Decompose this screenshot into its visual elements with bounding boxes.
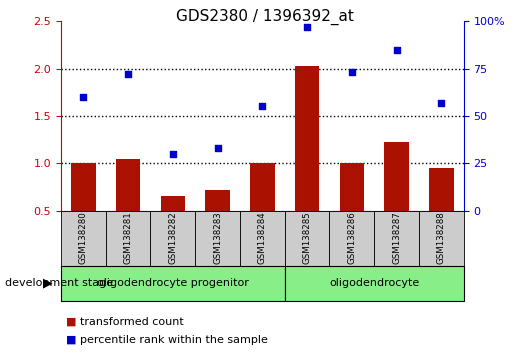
Text: GSM138288: GSM138288 bbox=[437, 212, 446, 264]
Text: GSM138282: GSM138282 bbox=[169, 212, 178, 264]
Bar bbox=[116, 159, 140, 211]
Text: oligodendrocyte: oligodendrocyte bbox=[329, 278, 419, 288]
Text: ■: ■ bbox=[66, 335, 77, 345]
Text: GSM138280: GSM138280 bbox=[79, 212, 88, 264]
Bar bbox=[250, 163, 275, 211]
Point bbox=[169, 151, 177, 156]
Text: GSM138287: GSM138287 bbox=[392, 212, 401, 264]
Point bbox=[124, 72, 132, 77]
Text: GDS2380 / 1396392_at: GDS2380 / 1396392_at bbox=[176, 9, 354, 25]
Point bbox=[214, 145, 222, 151]
Bar bbox=[384, 142, 409, 211]
Text: development stage: development stage bbox=[5, 278, 113, 288]
Text: ■: ■ bbox=[66, 317, 77, 327]
Bar bbox=[71, 163, 95, 211]
Bar bbox=[295, 66, 320, 211]
Point bbox=[258, 104, 267, 109]
Text: GSM138284: GSM138284 bbox=[258, 212, 267, 264]
Text: GSM138285: GSM138285 bbox=[303, 212, 312, 264]
Text: ▶: ▶ bbox=[43, 277, 52, 290]
Bar bbox=[429, 168, 454, 211]
Text: GSM138281: GSM138281 bbox=[123, 212, 132, 264]
Point bbox=[303, 24, 311, 30]
Text: oligodendrocyte progenitor: oligodendrocyte progenitor bbox=[97, 278, 249, 288]
Point bbox=[437, 100, 446, 105]
Point bbox=[392, 47, 401, 52]
Point bbox=[348, 69, 356, 75]
Bar bbox=[340, 163, 364, 211]
Text: GSM138286: GSM138286 bbox=[347, 212, 356, 264]
Text: percentile rank within the sample: percentile rank within the sample bbox=[80, 335, 267, 345]
Text: GSM138283: GSM138283 bbox=[213, 212, 222, 264]
Bar bbox=[161, 196, 185, 211]
Point bbox=[79, 94, 87, 100]
Text: transformed count: transformed count bbox=[80, 317, 183, 327]
Bar bbox=[205, 190, 230, 211]
